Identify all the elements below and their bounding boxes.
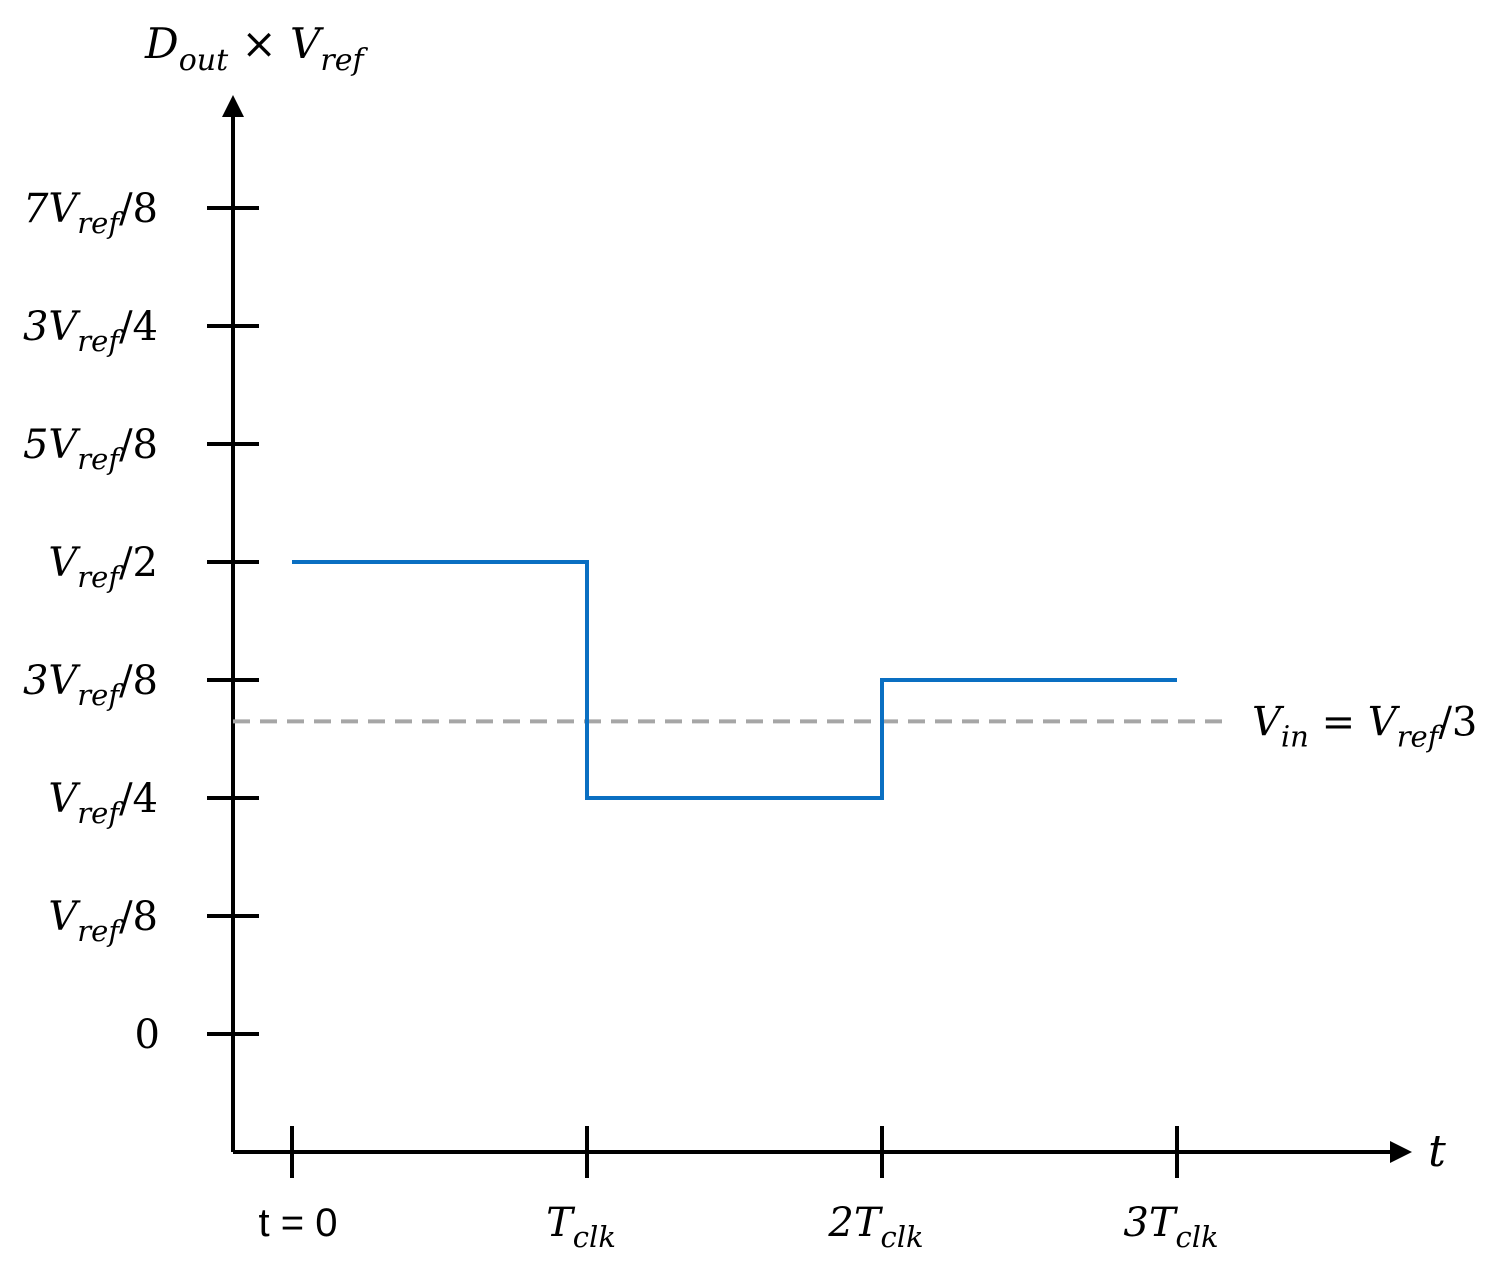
- y-axis-title: Dout × Vref: [144, 19, 368, 78]
- y-tick-label-2: Vref/4: [48, 776, 158, 830]
- reference-label-0: Vin = Vref/3: [1252, 699, 1477, 753]
- y-tick-label-1: Vref/8: [48, 894, 158, 948]
- y-tick-label-5: 5Vref/8: [23, 422, 158, 476]
- y-tick-label-3: 3Vref/8: [23, 658, 158, 712]
- x-axis-title: t: [1428, 1126, 1446, 1177]
- y-tick-label-4: Vref/2: [48, 540, 158, 594]
- x-tick-label-2: 2Tclk: [827, 1200, 923, 1254]
- x-tick-label-3: 3Tclk: [1123, 1200, 1218, 1254]
- step-series-line-0: [292, 560, 1177, 800]
- y-tick-label-0: 0: [135, 1012, 160, 1058]
- y-axis-arrow: [222, 95, 244, 117]
- x-axis-arrow: [1390, 1141, 1412, 1163]
- x-tick-label-1: Tclk: [546, 1200, 616, 1254]
- y-tick-label-7: 7Vref/8: [23, 186, 158, 240]
- x-tick-label-0: t = 0: [259, 1201, 338, 1245]
- y-tick-label-6: 3Vref/4: [23, 304, 158, 358]
